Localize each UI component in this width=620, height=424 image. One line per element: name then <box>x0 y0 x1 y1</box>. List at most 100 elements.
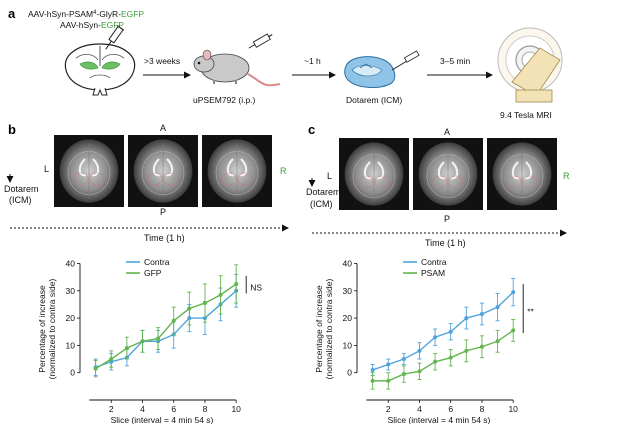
dotarem-b-1: Dotarem <box>4 184 39 194</box>
y-tick-label: 0 <box>347 368 352 378</box>
mouse-label: uPSEM792 (i.p.) <box>193 95 256 105</box>
brain-label: Dotarem (ICM) <box>346 95 402 105</box>
data-point <box>370 378 375 383</box>
y-axis-label: Percentage of increase <box>37 285 47 373</box>
x-tick-label: 10 <box>508 404 518 414</box>
legend-label-contra: Contra <box>421 257 447 267</box>
y-tick-label: 10 <box>343 340 353 350</box>
dotarem-c-2: (ICM) <box>310 199 333 209</box>
series-line-contra <box>372 291 514 371</box>
dotarem-c-1: Dotarem <box>306 187 341 197</box>
mri-roi-left <box>221 172 237 186</box>
orient-l-c: L <box>327 171 332 181</box>
step2-time: ~1 h <box>304 56 321 66</box>
y-axis-label-2: (normalized to contra side) <box>47 279 57 380</box>
data-point <box>495 339 500 344</box>
y-tick-label: 40 <box>66 258 76 268</box>
x-tick-label: 8 <box>203 404 208 414</box>
data-point <box>156 336 161 341</box>
data-point <box>187 306 192 311</box>
x-tick-label: 4 <box>417 404 422 414</box>
data-point <box>495 305 500 310</box>
data-point <box>401 372 406 377</box>
panel-b: b A L R P Dotarem (ICM) Time (1 h) <box>4 122 289 243</box>
mri-slice-b-3 <box>202 135 272 207</box>
mri-ventricle-right <box>165 158 174 177</box>
panel-c: c A L R P Dotarem (ICM) Time (1 h) <box>306 122 570 248</box>
series-line-gfp <box>95 283 237 370</box>
data-point <box>433 359 438 364</box>
mri-ventricle-right <box>376 161 385 180</box>
mri-ventricle-right <box>450 161 459 180</box>
mri-roi-left <box>358 175 374 189</box>
significance-label: NS <box>250 282 262 292</box>
series-line-psam <box>372 329 514 382</box>
panel-b-letter: b <box>8 122 16 137</box>
data-point <box>370 367 375 372</box>
mri-ventricle-right <box>524 161 533 180</box>
significance-label: ** <box>527 306 534 316</box>
mri-label: 9.4 Tesla MRI <box>500 110 552 120</box>
orient-p-c: P <box>444 214 450 224</box>
mri-roi-right <box>237 172 253 186</box>
series-gfp <box>93 264 239 378</box>
virus-line-2: AAV-hSyn-EGFP <box>60 20 124 30</box>
time-label-c: Time (1 h) <box>425 238 466 248</box>
y-tick-label: 20 <box>343 313 353 323</box>
data-point <box>171 318 176 323</box>
data-point <box>464 316 469 321</box>
legend-label-psam: PSAM <box>421 268 445 278</box>
mri-slice-c-2 <box>413 138 483 210</box>
mri-ventricle-right <box>91 158 100 177</box>
data-point <box>511 290 516 295</box>
panel-a-letter: a <box>8 6 16 21</box>
y-tick-label: 10 <box>66 340 76 350</box>
data-point <box>109 357 114 362</box>
legend-label-contra: Contra <box>144 257 170 267</box>
step3-time: 3–5 min <box>440 56 471 66</box>
y-tick-label: 0 <box>70 368 75 378</box>
x-tick-label: 2 <box>109 404 114 414</box>
mri-roi-right <box>374 175 390 189</box>
mri-slice-c-1 <box>339 138 409 210</box>
y-axis-label: Percentage of increase <box>314 285 324 373</box>
mri-roi-left <box>506 175 522 189</box>
y-tick-label: 20 <box>66 313 76 323</box>
series-psam <box>370 318 516 390</box>
mri-roi-left <box>73 172 89 186</box>
mri-ventricle-left <box>437 161 446 180</box>
panel-c-letter: c <box>308 122 315 137</box>
mri-strip-c <box>339 138 557 210</box>
data-point <box>218 292 223 297</box>
series-line-contra <box>95 290 237 368</box>
mri-slice-b-2 <box>128 135 198 207</box>
coronal-brain-icon <box>64 25 136 96</box>
orient-a-b: A <box>160 123 166 133</box>
virus-line-1: AAV-hSyn-PSAM4-GlyR-EGFP <box>28 9 144 19</box>
orient-l-b: L <box>44 164 49 174</box>
mri-roi-left <box>432 175 448 189</box>
data-point <box>448 355 453 360</box>
orient-p-b: P <box>160 207 166 217</box>
y-tick-label: 30 <box>343 286 353 296</box>
data-point <box>448 329 453 334</box>
chart-b: 0 10 20 30 40 2 4 6 8 10 Slice (interval = 4 min 5… <box>37 257 262 424</box>
mri-roi-right <box>448 175 464 189</box>
x-tick-label: 8 <box>480 404 485 414</box>
mri-ventricle-left <box>511 161 520 180</box>
data-point <box>386 362 391 367</box>
legend-label-gfp: GFP <box>144 268 162 278</box>
data-point <box>417 369 422 374</box>
mri-scanner-icon <box>497 27 563 103</box>
data-point <box>479 344 484 349</box>
y-tick-label: 40 <box>343 258 353 268</box>
mri-ventricle-right <box>239 158 248 177</box>
x-tick-label: 6 <box>171 404 176 414</box>
mri-roi-right <box>89 172 105 186</box>
data-point <box>93 366 98 371</box>
data-point <box>479 311 484 316</box>
x-axis-label: Slice (interval = 4 min 54 s) <box>388 415 491 424</box>
y-axis-label-2: (normalized to contra side) <box>324 279 334 380</box>
